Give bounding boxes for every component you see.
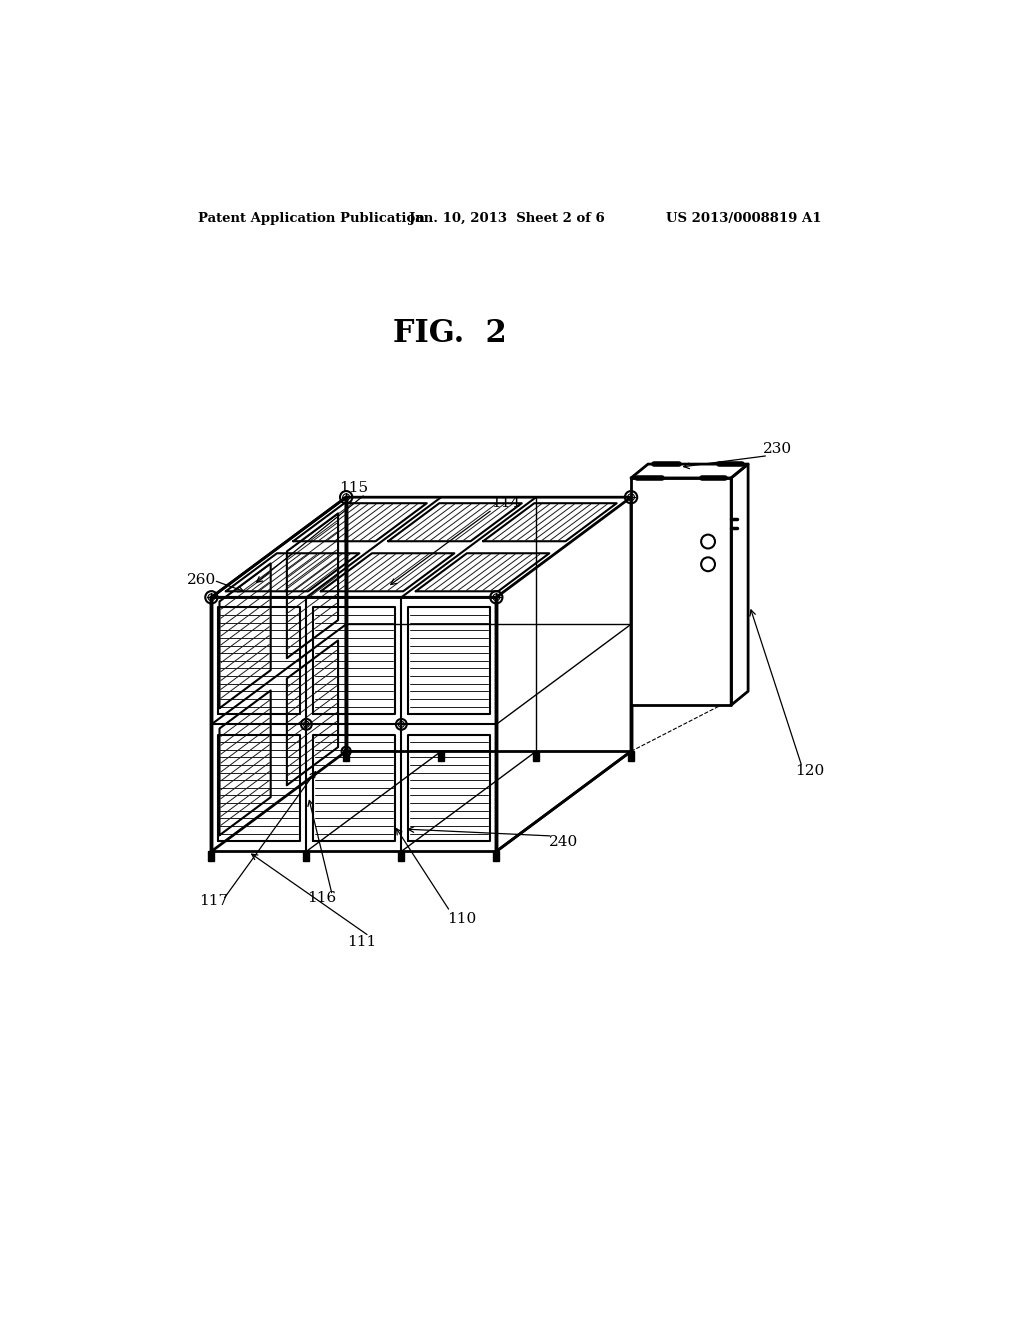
Bar: [534, 751, 540, 760]
Bar: [303, 851, 309, 861]
Bar: [208, 851, 214, 861]
Polygon shape: [631, 478, 731, 705]
Bar: [438, 751, 444, 760]
Text: 110: 110: [447, 912, 476, 927]
Polygon shape: [731, 465, 749, 705]
Bar: [343, 751, 349, 760]
Text: Patent Application Publication: Patent Application Publication: [199, 213, 425, 224]
Text: 240: 240: [549, 836, 578, 849]
Bar: [398, 851, 404, 861]
Text: 115: 115: [339, 480, 369, 495]
Polygon shape: [631, 465, 749, 478]
Text: 111: 111: [347, 936, 376, 949]
Polygon shape: [211, 597, 497, 851]
Text: US 2013/0008819 A1: US 2013/0008819 A1: [666, 213, 821, 224]
Polygon shape: [211, 498, 631, 597]
Text: 116: 116: [307, 891, 336, 904]
Text: FIG.  2: FIG. 2: [393, 318, 507, 350]
Text: 260: 260: [186, 573, 216, 587]
Text: 117: 117: [199, 895, 228, 908]
Text: 230: 230: [763, 442, 792, 457]
Polygon shape: [211, 498, 346, 851]
Bar: [628, 751, 634, 760]
Bar: [494, 851, 500, 861]
Text: 120: 120: [795, 763, 824, 777]
Text: 114: 114: [490, 496, 520, 511]
Text: Jan. 10, 2013  Sheet 2 of 6: Jan. 10, 2013 Sheet 2 of 6: [410, 213, 605, 224]
